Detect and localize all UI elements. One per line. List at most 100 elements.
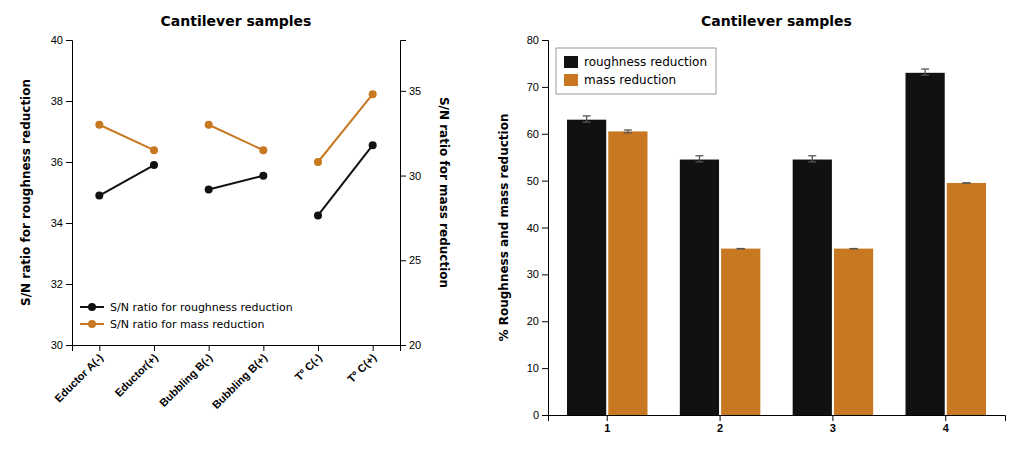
tick-label: 25 (409, 254, 421, 266)
error-cap (624, 132, 632, 133)
tick-mark (542, 321, 548, 322)
tick: 1 (604, 415, 610, 434)
error-bar (737, 248, 745, 249)
legend-item: S/N ratio for roughness reduction (80, 301, 293, 314)
tick-mark (832, 415, 833, 421)
axis-line (549, 416, 1006, 422)
point (150, 161, 158, 169)
tick-mark (66, 284, 72, 285)
tick-mark (542, 228, 548, 229)
tick: 38 (51, 95, 72, 107)
tick-mark (66, 223, 72, 224)
bar (608, 131, 647, 415)
point (259, 172, 267, 180)
point (95, 192, 103, 200)
error-cap (808, 161, 816, 162)
bar (947, 183, 986, 415)
x-axis: Eductor A(-)Eductor(+)Bubbling B(-)Bubbl… (52, 345, 400, 411)
plot-area (95, 90, 376, 219)
tick-label: Tº C(+) (345, 351, 379, 385)
chart-title: Cantilever samples (161, 13, 312, 29)
tick-mark (542, 134, 548, 135)
error-stem (812, 156, 813, 162)
tick-label: 0 (533, 409, 539, 421)
tick-label: 30 (51, 339, 63, 351)
tick-label: 70 (527, 81, 539, 93)
tick-label: 32 (51, 278, 63, 290)
tick: Bubbling B(+) (210, 345, 270, 411)
tick-label: 36 (51, 156, 63, 168)
tick: Bubbling B(-) (157, 345, 215, 409)
tick-label: 60 (527, 128, 539, 140)
tick: 50 (527, 175, 548, 187)
tick: Tº C(-) (292, 345, 324, 383)
tick-label: Eductor A(-) (52, 351, 105, 404)
line-segment (318, 94, 373, 162)
error-bar (583, 116, 591, 122)
tick-label: 35 (409, 85, 421, 97)
legend-label: S/N ratio for mass reduction (110, 318, 264, 331)
tick-label: Tº C(-) (292, 351, 324, 383)
figure: Eductor A(-)Eductor(+)Bubbling B(-)Bubbl… (0, 0, 1024, 450)
tick-mark (154, 345, 155, 351)
axis-line (66, 41, 73, 346)
tick-label: 30 (409, 170, 421, 182)
error-cap (583, 115, 591, 116)
axis-line (542, 41, 549, 416)
error-cap (962, 182, 970, 183)
tick-mark (542, 181, 548, 182)
tick-mark (607, 415, 608, 421)
error-cap (921, 75, 929, 76)
error-cap (921, 68, 929, 69)
error-stem (924, 69, 925, 75)
tick-label: Bubbling B(-) (157, 351, 215, 409)
tick-label: 2 (717, 422, 723, 434)
tick-mark (400, 345, 406, 346)
point (205, 185, 213, 193)
legend-label: mass reduction (584, 73, 676, 87)
tick: 25 (400, 254, 421, 266)
legend-marker (88, 320, 96, 328)
bar-chart: 123401020304050607080Cantilever samples%… (497, 13, 1006, 434)
tick-label: 80 (527, 34, 539, 46)
tick: 36 (51, 156, 72, 168)
axis-line (401, 41, 407, 346)
point (95, 121, 103, 129)
tick: 20 (527, 315, 548, 327)
legend-item: S/N ratio for mass reduction (80, 318, 264, 331)
tick: 40 (527, 222, 548, 234)
tick: 35 (400, 85, 421, 97)
tick-mark (542, 368, 548, 369)
legend-swatch (564, 74, 578, 86)
axis-line (73, 346, 401, 352)
y-axis: 303234363840 (51, 34, 73, 351)
tick-mark (66, 162, 72, 163)
tick: 20 (400, 339, 421, 351)
tick: 3 (830, 415, 836, 434)
legend: S/N ratio for roughness reduction S/N rat… (80, 301, 293, 331)
tick: 30 (527, 268, 548, 280)
error-bar (921, 69, 929, 75)
tick-mark (66, 345, 72, 346)
y-axis: 01020304050607080 (527, 34, 549, 421)
error-bar (624, 130, 632, 133)
point (314, 211, 322, 219)
point (369, 90, 377, 98)
legend-marker (88, 303, 96, 311)
tick: 70 (527, 81, 548, 93)
legend: roughness reductionmass reduction (556, 48, 716, 94)
error-cap (695, 155, 703, 156)
error-stem (699, 156, 700, 162)
line-segment (99, 165, 154, 196)
tick-label: 4 (943, 422, 950, 434)
tick: 0 (533, 409, 548, 421)
tick-label: 50 (527, 175, 539, 187)
tick: 60 (527, 128, 548, 140)
line-segment (209, 176, 264, 190)
tick-mark (542, 87, 548, 88)
tick-label: 30 (527, 268, 539, 280)
tick-label: 1 (604, 422, 610, 434)
bar (834, 249, 873, 415)
plot-area (567, 69, 986, 415)
tick-mark (209, 345, 210, 351)
